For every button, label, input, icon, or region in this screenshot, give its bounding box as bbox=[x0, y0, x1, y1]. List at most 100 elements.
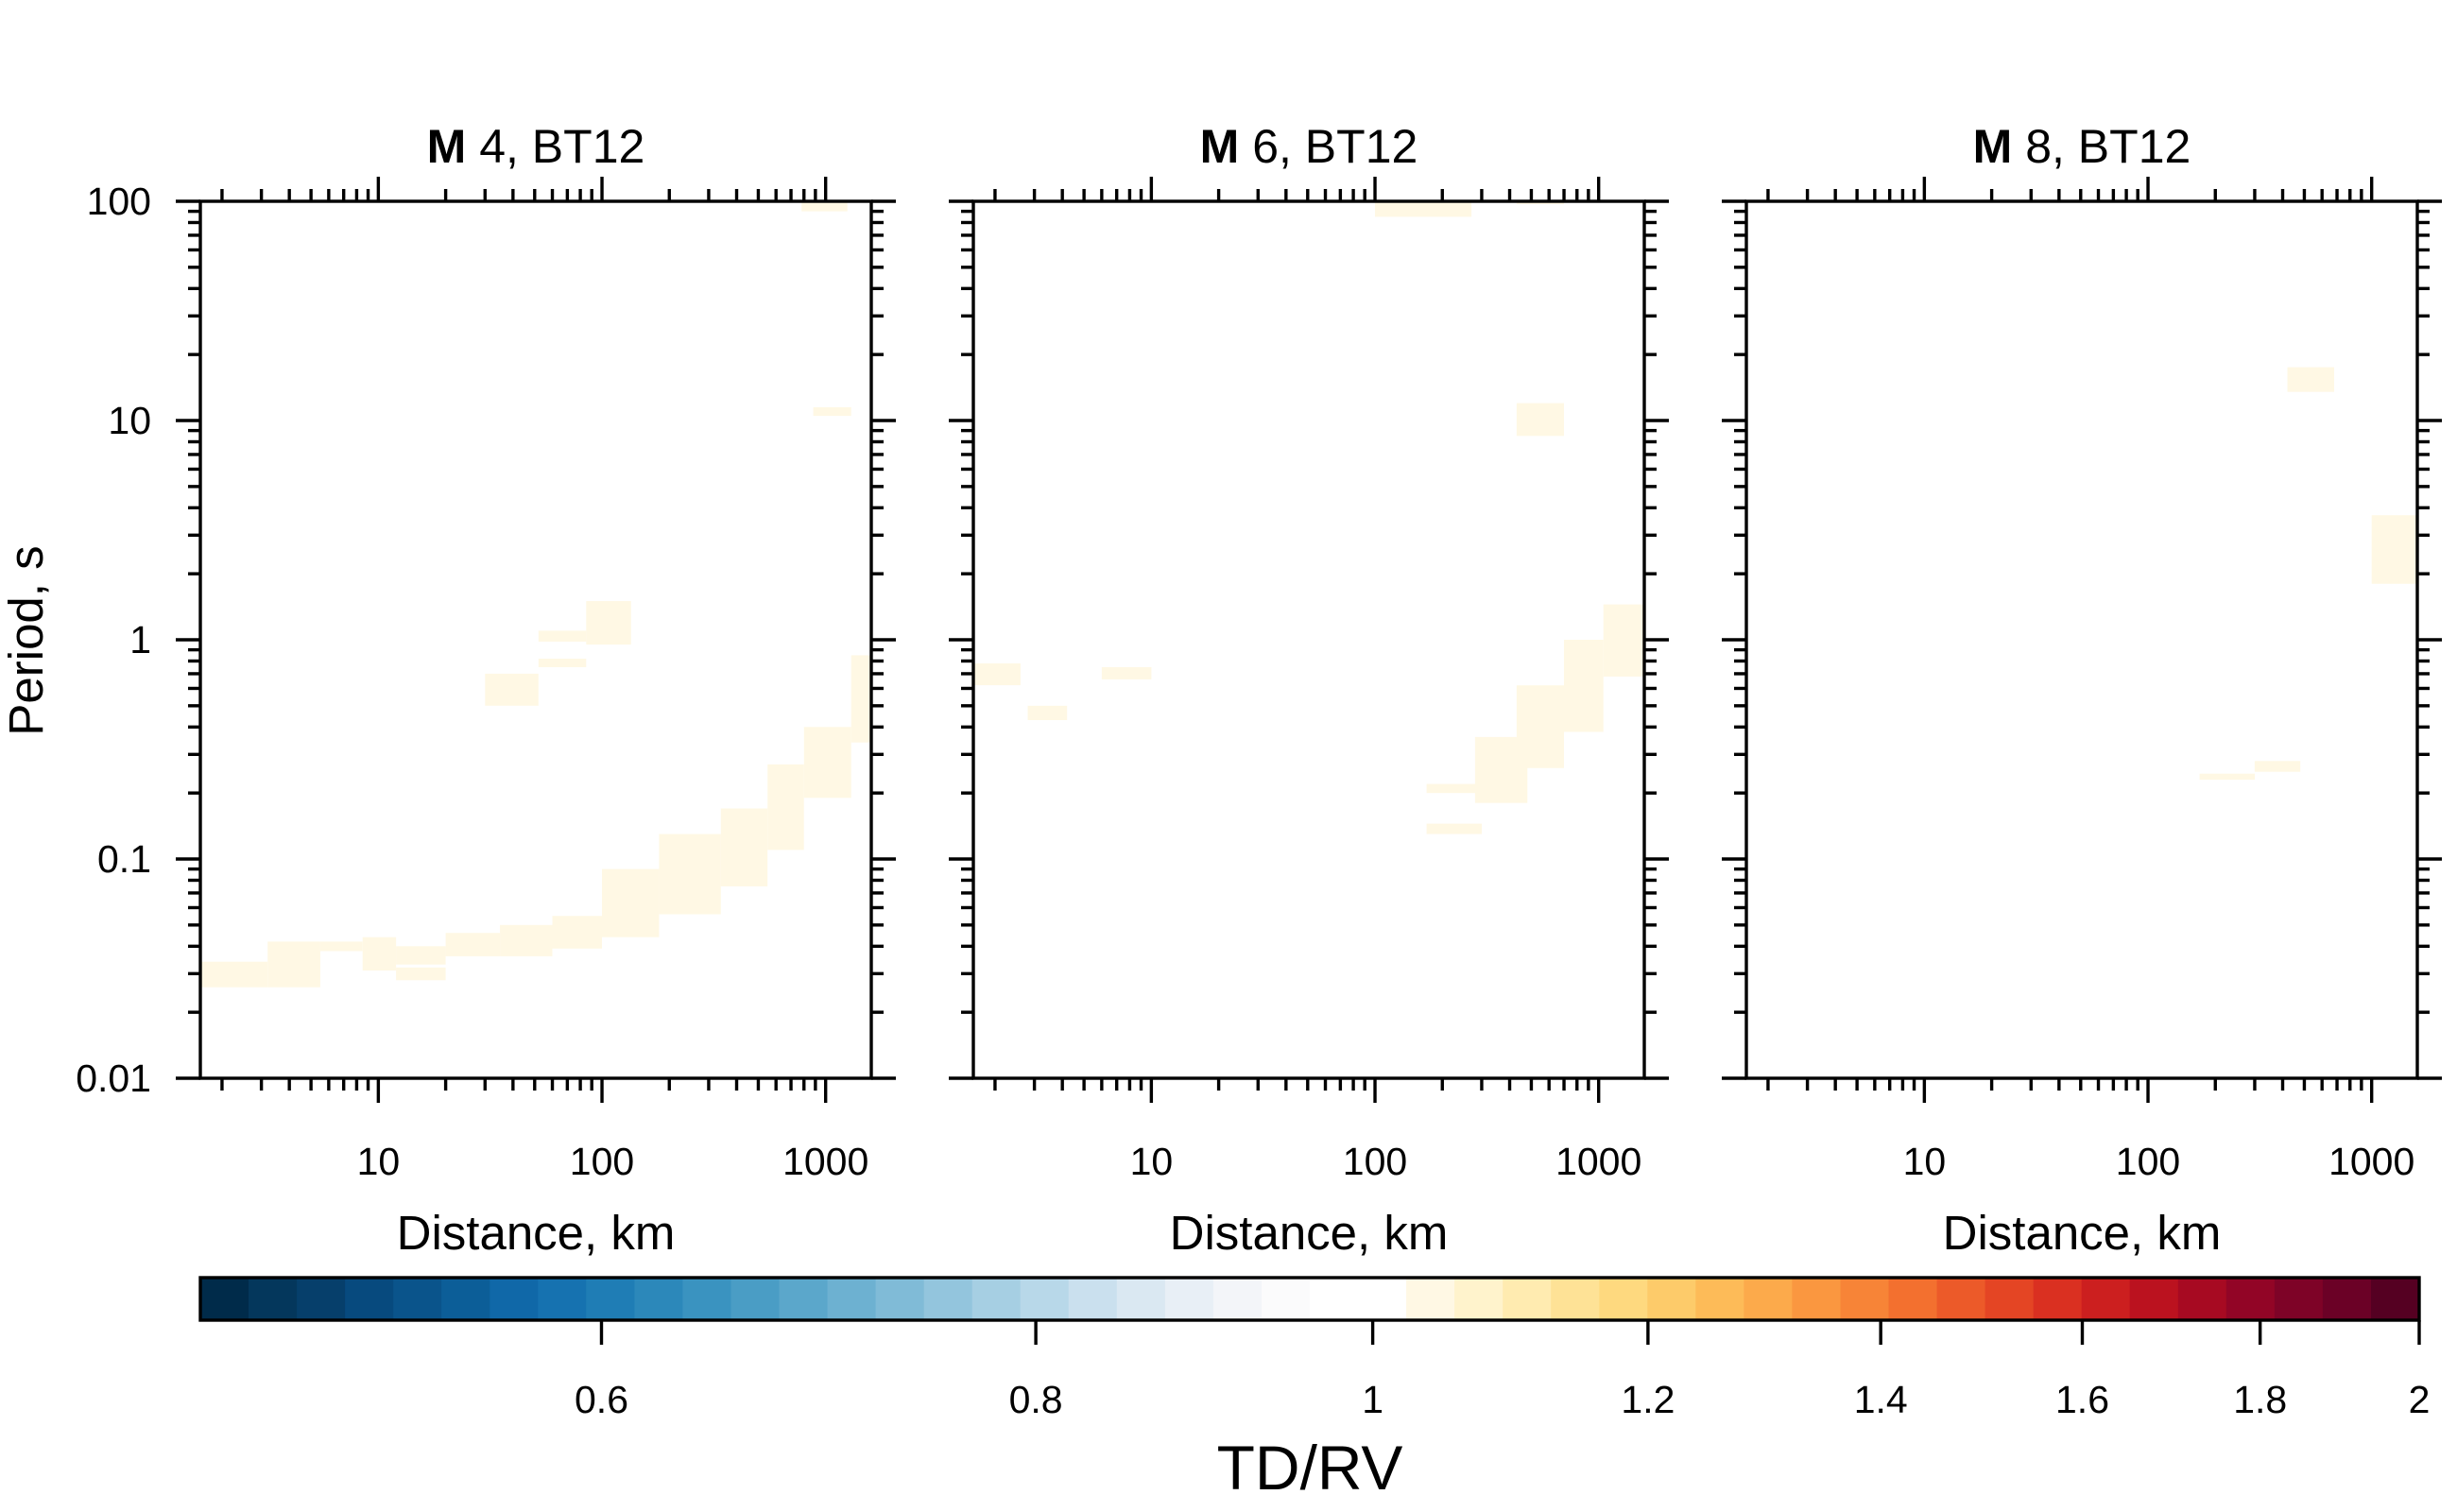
panel-title: M 6, BT12 bbox=[1200, 120, 1418, 173]
heatmap-cell bbox=[767, 678, 814, 682]
colorbar-tick-label: 1.4 bbox=[1854, 1378, 1908, 1421]
heatmap-cell bbox=[1423, 303, 1472, 317]
colorbar-segment bbox=[682, 1278, 731, 1320]
heatmap-cell bbox=[500, 820, 539, 828]
colorbar-segment bbox=[2371, 1278, 2420, 1320]
heatmap-cell bbox=[664, 761, 721, 768]
heatmap-cell bbox=[586, 601, 631, 645]
colorbar-segment bbox=[1068, 1278, 1118, 1320]
heatmap-cell bbox=[1426, 783, 1482, 794]
heatmap-cell bbox=[396, 946, 446, 965]
panel-title-text: 6, BT12 bbox=[1239, 120, 1418, 173]
colorbar-segment bbox=[2129, 1278, 2179, 1320]
colorbar-segment bbox=[2274, 1278, 2324, 1320]
colorbar-segment bbox=[875, 1278, 925, 1320]
panel-title-magnitude-symbol: M bbox=[1200, 120, 1240, 173]
colorbar-segment bbox=[1164, 1278, 1214, 1320]
y-tick-label: 0.1 bbox=[97, 837, 151, 881]
colorbar-segment bbox=[1310, 1278, 1359, 1320]
colorbar-segment bbox=[1454, 1278, 1503, 1320]
heatmap-cell bbox=[2334, 482, 2372, 497]
colorbar-segment bbox=[345, 1278, 394, 1320]
heatmap-cell bbox=[1027, 705, 1068, 720]
colorbar-segment bbox=[2177, 1278, 2227, 1320]
heatmap-cell bbox=[552, 916, 602, 949]
colorbar-segment bbox=[1888, 1278, 1938, 1320]
heatmap-cell bbox=[767, 594, 851, 615]
heatmap-cell bbox=[602, 764, 664, 781]
heatmap-cell bbox=[1556, 548, 1604, 555]
heatmap-cell bbox=[973, 663, 1021, 686]
colorbar-segment bbox=[923, 1278, 973, 1320]
colorbar-segment bbox=[249, 1278, 298, 1320]
colorbar-tick-label: 2 bbox=[2409, 1378, 2431, 1421]
heatmap-cell bbox=[319, 941, 363, 952]
colorbar-frame bbox=[198, 1276, 2421, 1322]
heatmap-cell bbox=[801, 201, 848, 212]
x-tick-label: 100 bbox=[2116, 1140, 2180, 1183]
heatmap-cell bbox=[2371, 515, 2417, 584]
colorbar-segment bbox=[1695, 1278, 1744, 1320]
heatmap-cell bbox=[445, 933, 501, 956]
colorbar: 0.6 0.8 1 1.2 1.4 1.6 1.8 2 bbox=[198, 1276, 2431, 1421]
heatmap-cell bbox=[850, 655, 871, 743]
heatmap-cell bbox=[200, 961, 268, 988]
y-axis-title: Period, s bbox=[0, 545, 53, 735]
heatmap-cell bbox=[500, 924, 553, 956]
y-tick-label: 0.01 bbox=[76, 1057, 151, 1100]
colorbar-segment bbox=[393, 1278, 442, 1320]
heatmap-cell bbox=[1556, 532, 1604, 542]
heatmap-cell bbox=[659, 833, 721, 915]
colorbar-tick-label: 0.8 bbox=[1009, 1378, 1063, 1421]
colorbar-segment bbox=[1551, 1278, 1600, 1320]
x-tick-label: 1000 bbox=[782, 1140, 868, 1183]
heatmap-cell bbox=[1101, 667, 1152, 679]
heatmap-cell bbox=[813, 406, 851, 417]
heatmap-cell bbox=[362, 936, 397, 971]
panel-title: M 4, BT12 bbox=[427, 120, 645, 173]
colorbar-segment bbox=[1020, 1278, 1070, 1320]
colorbar-segment bbox=[971, 1278, 1022, 1320]
colorbar-title: TD/RV bbox=[1217, 1433, 1403, 1503]
heatmap-cell bbox=[1603, 604, 1644, 677]
colorbar-segment bbox=[490, 1278, 539, 1320]
heatmap-cell bbox=[538, 659, 587, 667]
heatmap-cell bbox=[664, 731, 721, 737]
heatmap-cell bbox=[1426, 613, 1472, 620]
colorbar-segment bbox=[2322, 1278, 2372, 1320]
heatmap-cell bbox=[1426, 823, 1482, 834]
x-tick-label: 10 bbox=[357, 1140, 401, 1183]
colorbar-tick-label: 0.6 bbox=[575, 1378, 628, 1421]
y-tick-label: 1 bbox=[129, 618, 151, 662]
colorbar-segment bbox=[297, 1278, 346, 1320]
heatmap-cell bbox=[200, 902, 268, 910]
heatmap-cell bbox=[1556, 486, 1604, 508]
heatmap-cell bbox=[803, 727, 851, 799]
heatmap-cell bbox=[767, 764, 804, 850]
x-axis-title: Distance, km bbox=[1170, 1206, 1449, 1260]
heatmap-cell bbox=[720, 705, 768, 723]
x-tick-label: 100 bbox=[570, 1140, 634, 1183]
panel-2: 10 100 1000 M 6, BT12 Distance, km bbox=[949, 120, 1669, 1260]
colorbar-segment bbox=[1840, 1278, 1890, 1320]
heatmap-cell bbox=[1516, 560, 1557, 609]
panel-title-text: 4, BT12 bbox=[466, 120, 644, 173]
heatmap-cell bbox=[653, 1064, 732, 1084]
x-tick-label: 10 bbox=[1903, 1140, 1947, 1183]
heatmap-cell bbox=[538, 630, 587, 642]
heatmap-cell bbox=[720, 808, 768, 886]
plot-frame bbox=[971, 199, 1646, 1080]
heatmap-cell bbox=[602, 802, 664, 815]
colorbar-segment bbox=[1503, 1278, 1552, 1320]
plot-frame bbox=[1744, 199, 2419, 1080]
heatmap-cell bbox=[767, 686, 814, 694]
x-tick-label: 10 bbox=[1130, 1140, 1174, 1183]
colorbar-segment bbox=[827, 1278, 877, 1320]
panel-1: 10 100 1000 0.01 0.1 1 10 100 M 4, BT12 Distance,… bbox=[76, 120, 896, 1260]
heatmap-cell bbox=[2287, 490, 2334, 502]
heatmap-cell bbox=[2254, 761, 2301, 772]
heatmap-cell bbox=[813, 581, 871, 595]
colorbar-segment bbox=[730, 1278, 781, 1320]
colorbar-segment bbox=[538, 1278, 587, 1320]
heatmap-cell bbox=[664, 685, 721, 706]
